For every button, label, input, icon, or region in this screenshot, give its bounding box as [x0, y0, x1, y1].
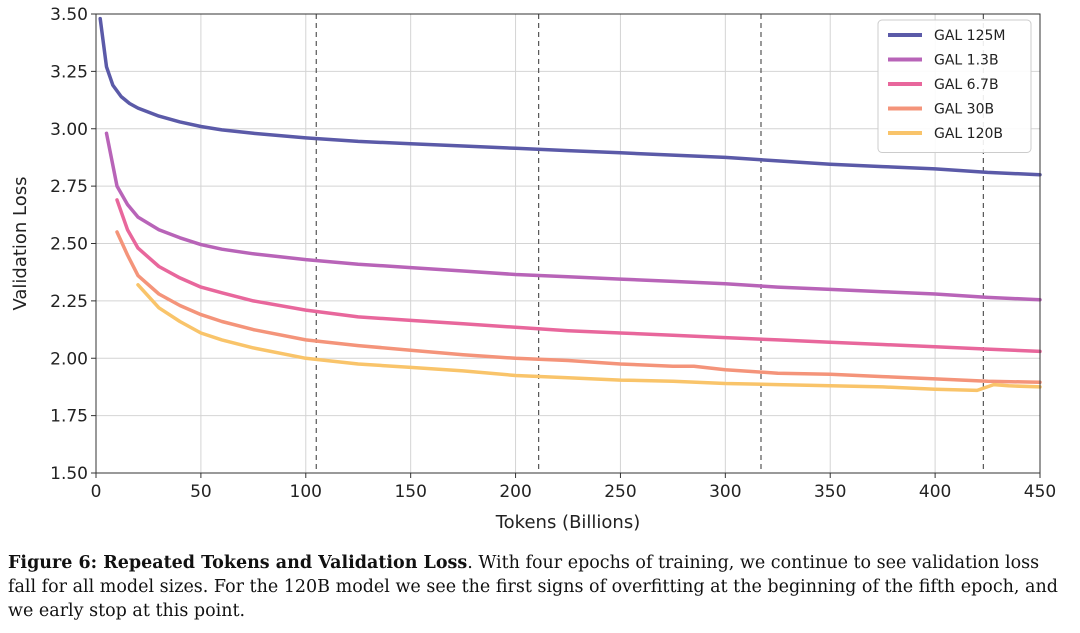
y-tick-label: 3.25: [50, 62, 88, 82]
legend-box: [877, 19, 1032, 153]
validation-loss-chart: 0 50 100 150 200 250 300 350 400 450 1.50 1.75 2.00…: [10, 5, 1056, 533]
x-tick-label: 300: [709, 482, 741, 502]
x-tick-label: 250: [604, 482, 636, 502]
y-tick-label: 2.00: [50, 349, 88, 369]
series-line: [98, 16, 1042, 177]
y-tick-label: 3.50: [50, 5, 88, 25]
series-line: [136, 283, 1042, 393]
x-tick-label: 450: [1024, 482, 1056, 502]
series-line: [115, 198, 1042, 354]
x-tick-label: 200: [499, 482, 531, 502]
x-axis-label: Tokens (Billions): [495, 512, 641, 533]
y-tick-label: 1.50: [50, 464, 88, 484]
x-tick-labels: 0 50 100 150 200 250 300 350 400 450: [91, 473, 1056, 502]
caption-text: . With four epochs of training, we conti…: [8, 553, 1058, 621]
series-line: [104, 131, 1042, 302]
epoch-boundaries: [315, 14, 984, 473]
legend-entry: GAL 125M: [934, 28, 1005, 44]
y-tick-labels: 1.50 1.75 2.00 2.25 2.50 2.75 3.00 3.25 3.50: [50, 5, 96, 484]
y-tick-label: 3.00: [50, 120, 88, 140]
x-tick-label: 150: [394, 482, 426, 502]
x-tick-label: 50: [190, 482, 212, 502]
legend-entry: GAL 6.7B: [934, 77, 999, 93]
legend-entry: GAL 1.3B: [934, 53, 999, 69]
x-tick-label: 100: [290, 482, 322, 502]
series-lines: [98, 16, 1042, 393]
y-tick-label: 2.75: [50, 177, 88, 197]
x-tick-label: 350: [814, 482, 846, 502]
series-line: [115, 230, 1042, 385]
y-axis-label: Validation Loss: [10, 176, 31, 310]
x-tick-label: 400: [919, 482, 951, 502]
y-tick-label: 1.75: [50, 407, 88, 427]
legend: GAL 125M GAL 1.3B GAL 6.7B GAL 30B GAL 120B: [877, 19, 1032, 153]
y-tick-label: 2.25: [50, 292, 88, 312]
caption-label: Figure 6: Repeated Tokens and Validation…: [8, 553, 468, 573]
legend-entry: GAL 120B: [934, 126, 1003, 142]
x-tick-label: 0: [91, 482, 102, 502]
legend-entry: GAL 30B: [934, 102, 994, 118]
figure-caption: Figure 6: Repeated Tokens and Validation…: [8, 551, 1072, 623]
y-tick-label: 2.50: [50, 235, 88, 255]
